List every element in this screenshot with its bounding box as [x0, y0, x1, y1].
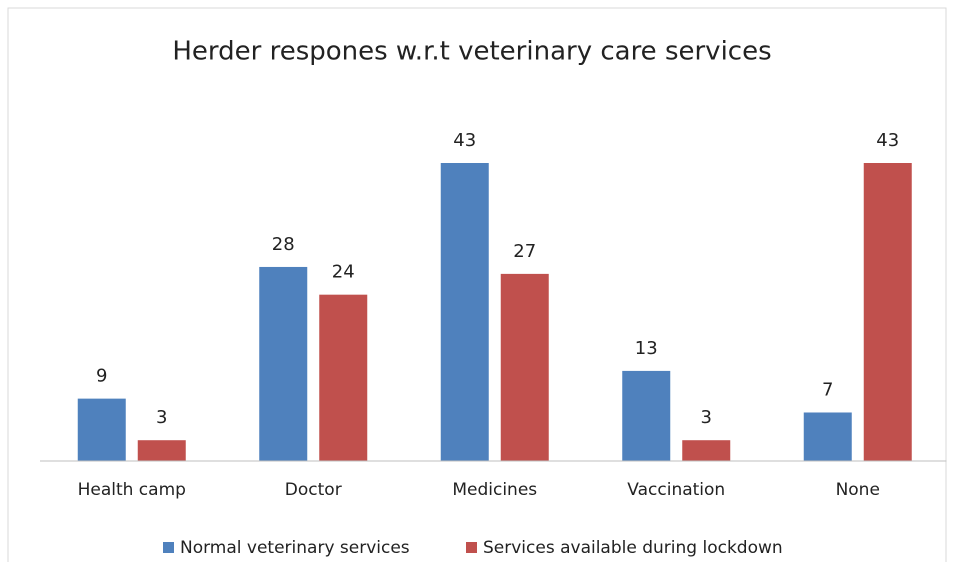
bar — [259, 266, 308, 461]
value-label: 3 — [701, 407, 712, 428]
bar — [319, 294, 368, 461]
value-label: 13 — [635, 338, 658, 359]
x-tick-label: Health camp — [78, 480, 186, 500]
x-tick-label: Vaccination — [627, 480, 725, 500]
bar — [137, 440, 186, 461]
value-label: 24 — [332, 262, 355, 283]
value-label: 28 — [272, 234, 295, 255]
x-tick-label: Doctor — [285, 480, 342, 500]
bar — [682, 440, 731, 461]
legend-swatch — [163, 542, 174, 553]
chart-border — [7, 7, 947, 562]
legend-swatch — [466, 542, 477, 553]
value-label: 43 — [453, 130, 476, 151]
legend-label: Services available during lockdown — [483, 538, 783, 558]
bar — [440, 163, 489, 461]
value-label: 7 — [822, 379, 833, 400]
value-label: 27 — [513, 241, 536, 262]
bar — [77, 398, 126, 461]
value-label: 3 — [156, 407, 167, 428]
x-tick-label: None — [836, 480, 880, 500]
chart-title: Herder respones w.r.t veterinary care se… — [172, 37, 771, 67]
bar — [622, 370, 671, 461]
bar — [500, 273, 549, 461]
x-tick-label: Medicines — [452, 480, 537, 500]
value-label: 9 — [96, 366, 107, 387]
bar — [863, 163, 912, 461]
value-label: 43 — [876, 130, 899, 151]
bar — [803, 412, 852, 461]
legend-label: Normal veterinary services — [180, 538, 410, 558]
